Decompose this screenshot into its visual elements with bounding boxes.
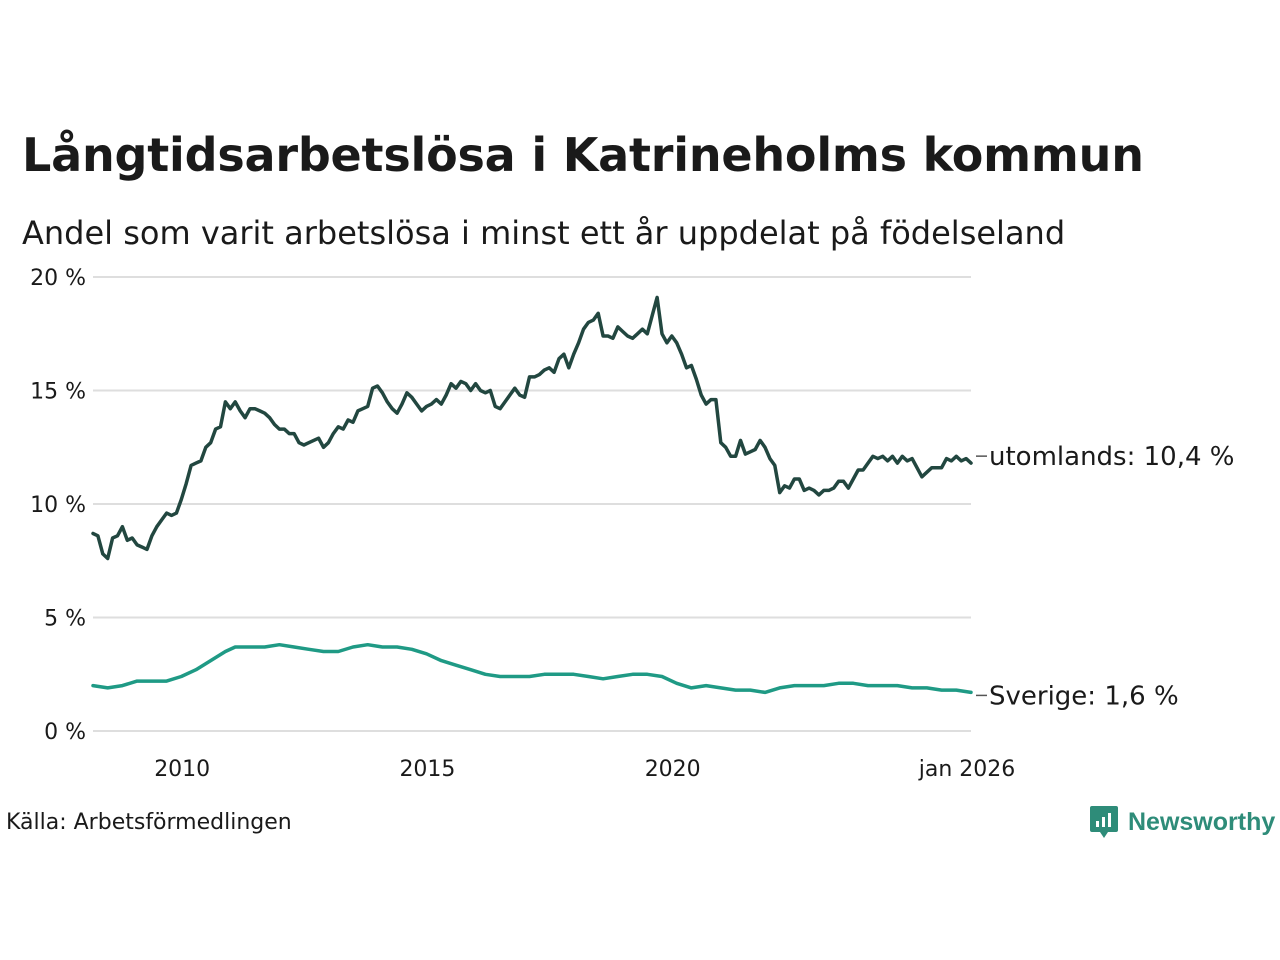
x-tick-label: jan 2026 xyxy=(918,757,1016,782)
chart-labels: 0 % 5 % 10 % 15 % 20 % 2010 2015 2020 jan 2026 ut… xyxy=(30,266,1234,782)
y-tick-label: 5 % xyxy=(44,607,86,632)
x-tick-label: 2015 xyxy=(399,757,455,782)
source-note: Källa: Arbetsförmedlingen xyxy=(6,810,292,835)
grid-lines xyxy=(93,276,971,732)
brand-name: Newsworthy xyxy=(1128,807,1276,836)
end-label-sverige: Sverige: 1,6 % xyxy=(989,681,1179,711)
end-label-utomlands: utomlands: 10,4 % xyxy=(989,442,1234,472)
y-tick-label: 0 % xyxy=(44,720,86,745)
series-line-utomlands xyxy=(91,295,973,561)
chart-title: Långtidsarbetslösa i Katrineholms kommun xyxy=(22,128,1144,182)
y-tick-label: 15 % xyxy=(30,380,86,405)
y-tick-label: 20 % xyxy=(30,266,86,291)
series-lines xyxy=(91,295,973,695)
brand-logo[interactable]: Newsworthy xyxy=(1088,804,1275,840)
x-tick-label: 2010 xyxy=(154,757,210,782)
chart-subtitle: Andel som varit arbetslösa i minst ett å… xyxy=(22,214,1066,252)
x-tick-label: 2020 xyxy=(645,757,701,782)
series-line-sverige xyxy=(91,642,973,695)
y-tick-label: 10 % xyxy=(30,493,86,518)
newsworthy-logo-icon xyxy=(1090,806,1118,838)
